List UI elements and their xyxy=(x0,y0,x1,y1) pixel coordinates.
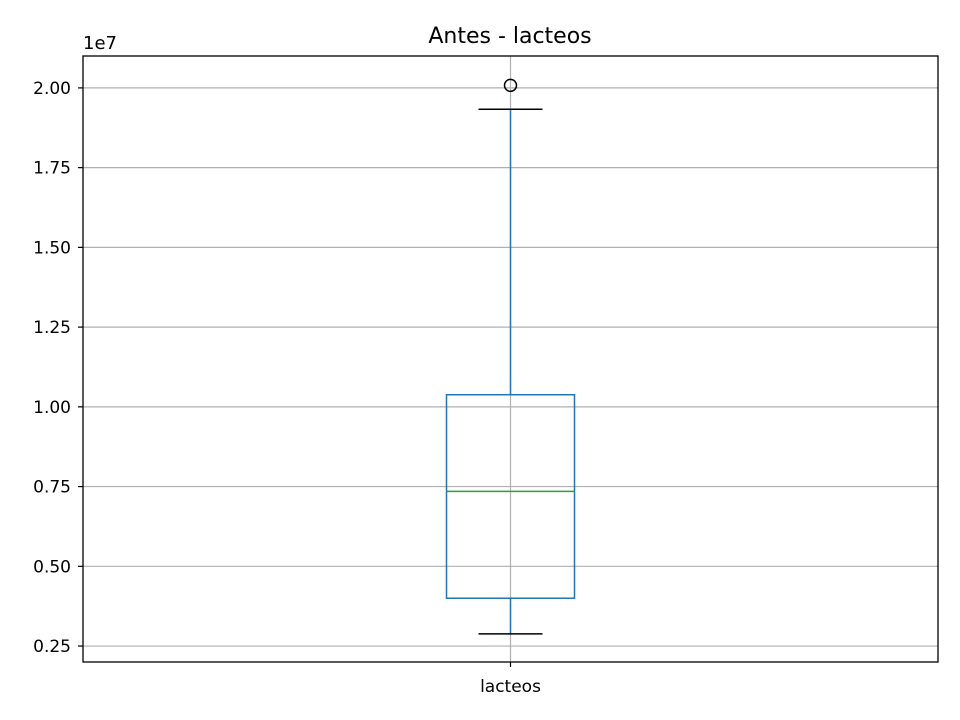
y-tick-label: 0.25 xyxy=(33,637,71,657)
y-tick-label: 0.75 xyxy=(33,478,71,498)
y-tick-label: 1.50 xyxy=(33,238,71,258)
y-tick-label: 1.75 xyxy=(33,159,71,179)
axis-ticks: 0.25 0.50 0.75 1.00 1.25 1.50 1.75 2.00 lacteos xyxy=(33,79,541,697)
y-axis-offset-label: 1e7 xyxy=(83,33,117,54)
y-tick-label: 0.50 xyxy=(33,557,71,577)
x-tick-label: lacteos xyxy=(480,677,541,697)
chart-title: Antes - lacteos xyxy=(428,24,591,49)
outlier-point xyxy=(503,78,518,93)
y-tick-label: 1.00 xyxy=(33,398,71,418)
y-tick-label: 1.25 xyxy=(33,318,71,338)
plot-area xyxy=(445,78,576,635)
iqr-box xyxy=(445,393,576,599)
y-tick-label: 2.00 xyxy=(33,79,71,99)
